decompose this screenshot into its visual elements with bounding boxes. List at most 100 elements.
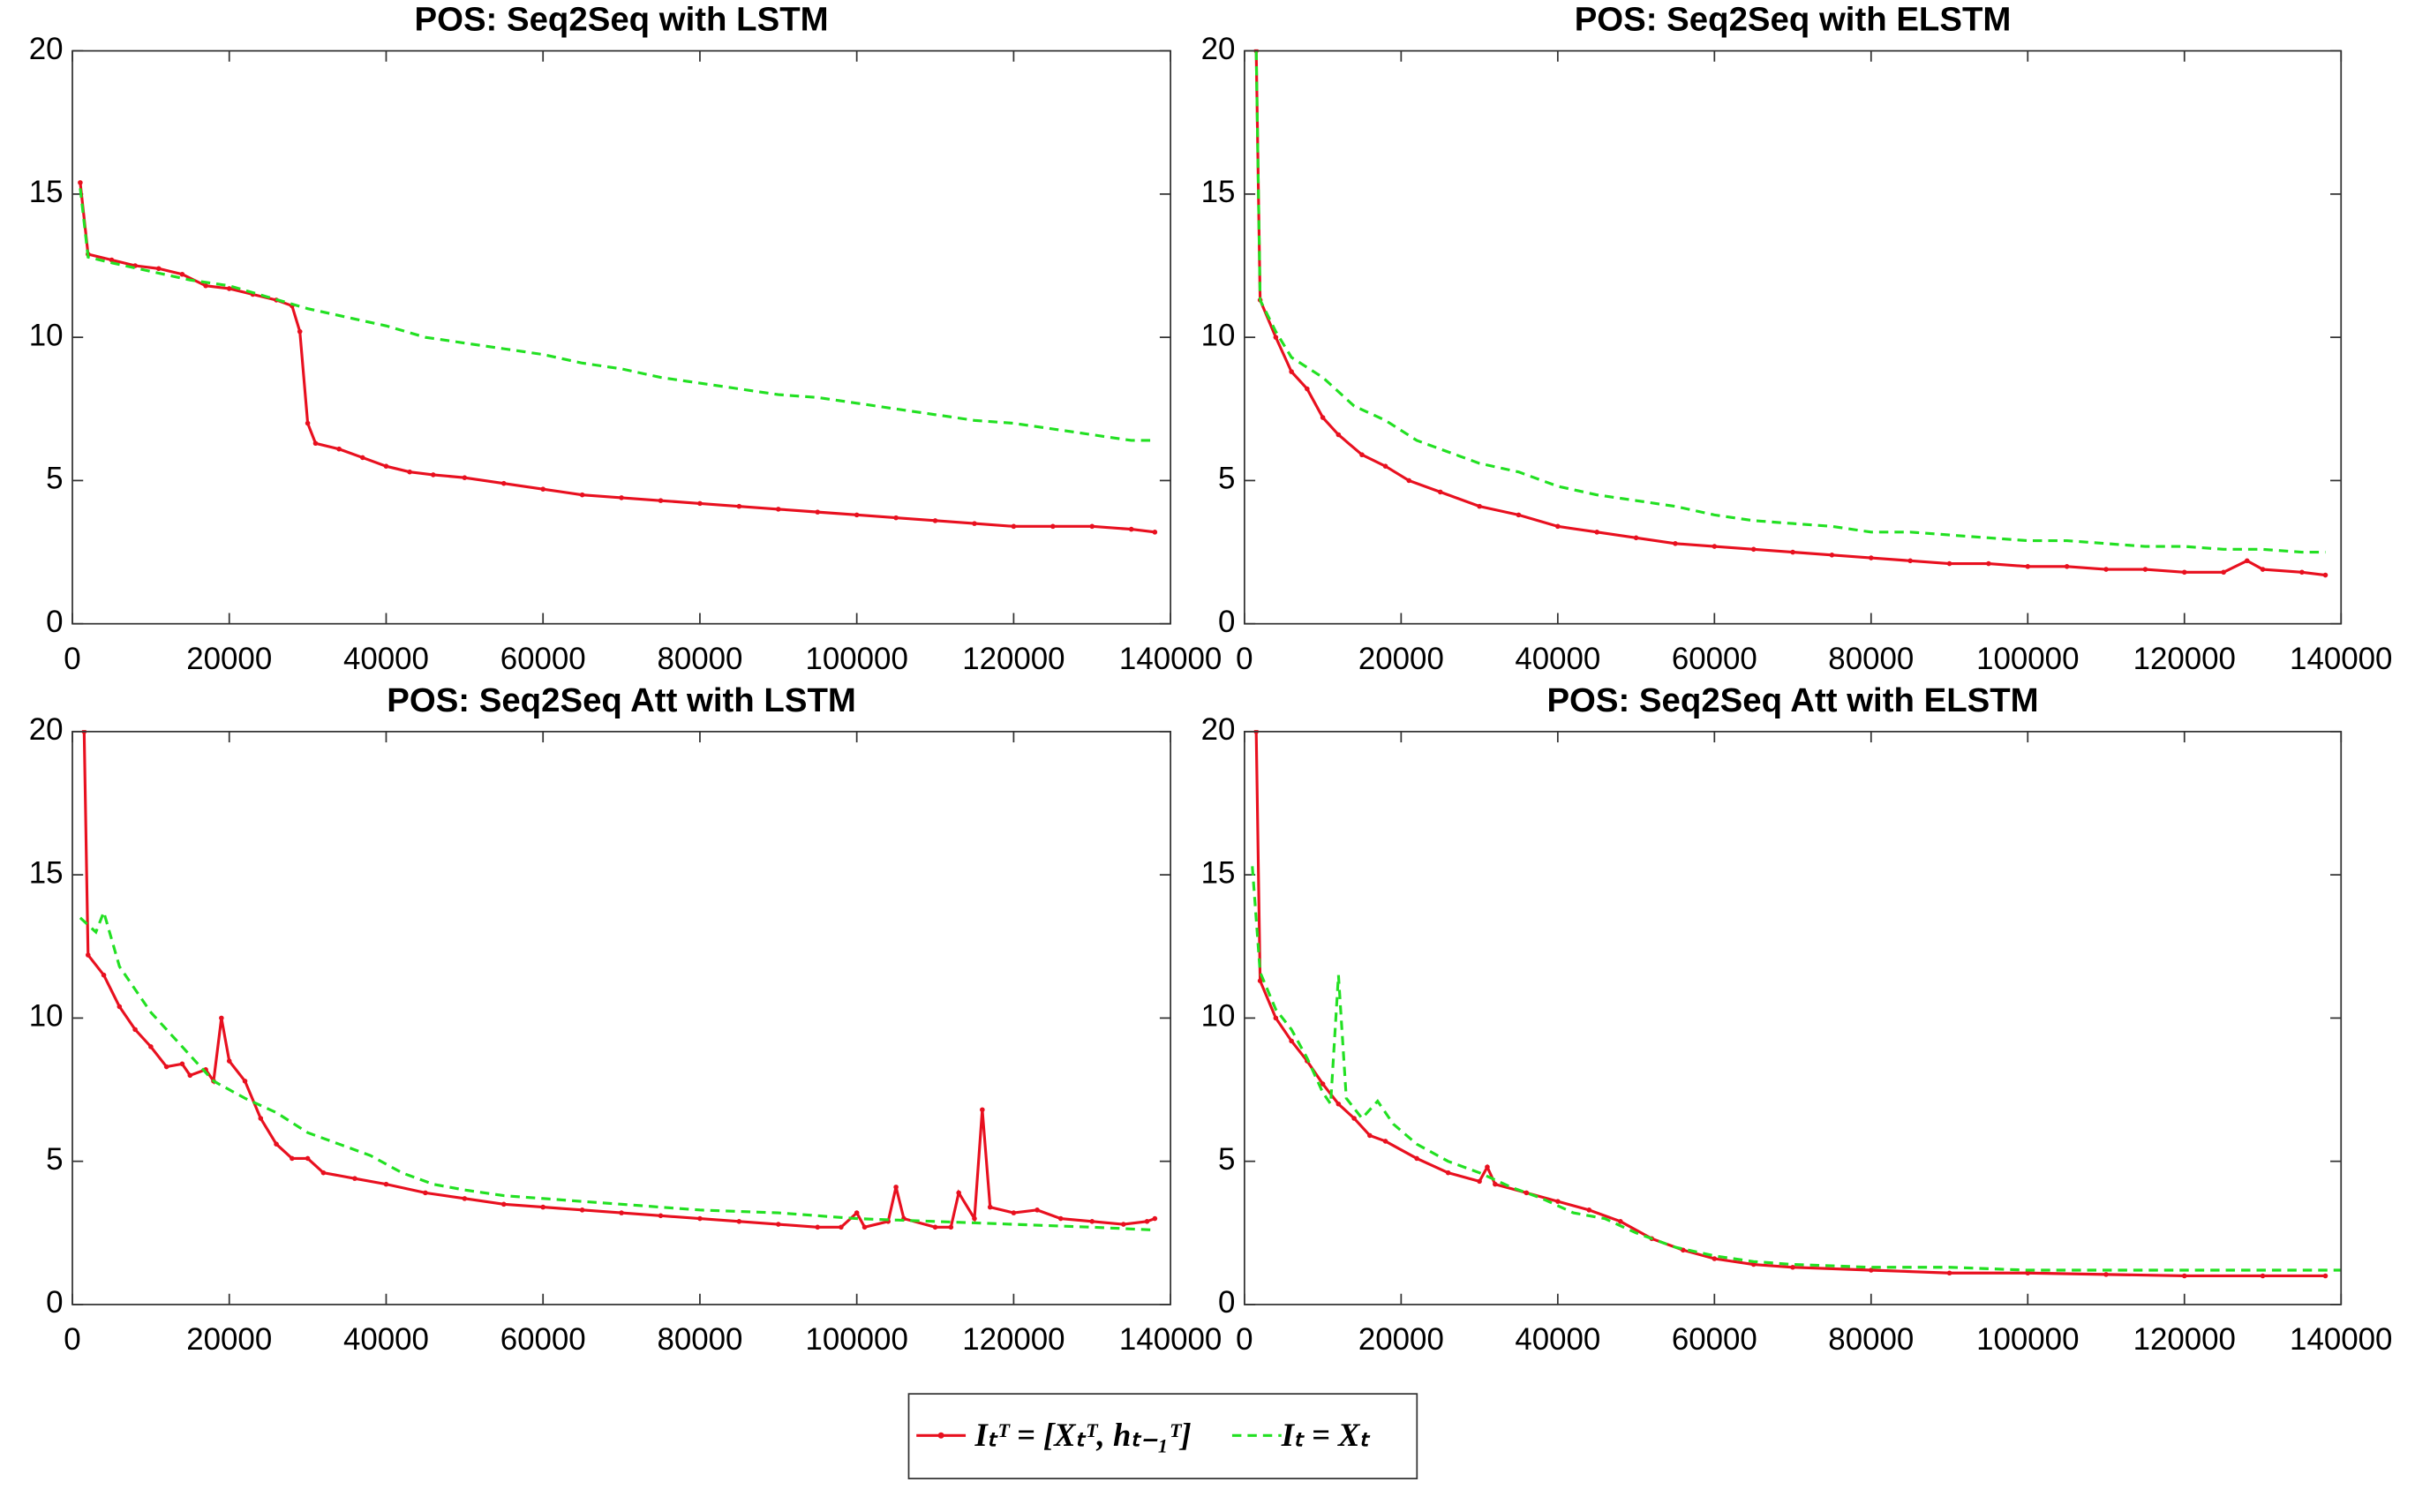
point: [697, 1215, 703, 1222]
point: [274, 1141, 279, 1147]
x-tick-label: 60000: [500, 642, 586, 676]
point: [360, 455, 365, 461]
y-tick-label: 10: [1201, 999, 1236, 1034]
point: [736, 1219, 742, 1224]
point: [305, 420, 311, 426]
point: [1477, 503, 1482, 509]
point: [242, 1079, 248, 1084]
point: [1128, 526, 1134, 532]
point: [423, 1190, 428, 1196]
series-line: [79, 182, 1155, 534]
x-tick-label: 40000: [343, 1322, 429, 1357]
axes-box: [1244, 730, 2343, 1305]
point: [155, 266, 162, 272]
point: [500, 1201, 507, 1207]
point: [1289, 369, 1294, 374]
point: [1050, 523, 1056, 530]
point: [540, 1204, 545, 1210]
point: [1493, 1181, 1498, 1187]
y-tick-label: 0: [1218, 605, 1235, 639]
point: [1986, 560, 1991, 567]
x-tick-label: 80000: [1828, 642, 1914, 676]
chart-title: POS: Seq2Seq with LSTM: [415, 1, 829, 39]
point: [352, 1176, 357, 1181]
x-tick-label: 120000: [2133, 642, 2236, 676]
point: [1712, 1256, 1718, 1261]
point: [1382, 1139, 1388, 1144]
x-tick-label: 40000: [1515, 1322, 1600, 1357]
point: [1712, 544, 1718, 549]
point: [1437, 489, 1443, 495]
point: [179, 271, 185, 277]
chart-title: POS: Seq2Seq Att with LSTM: [387, 681, 856, 719]
point: [1477, 1178, 1482, 1185]
y-tick-label: 10: [1201, 318, 1236, 352]
y-tick-label: 20: [29, 712, 64, 747]
series-line: [1254, 731, 2326, 1278]
x-tick-label: 20000: [186, 642, 272, 676]
y-tick-label: 10: [29, 999, 64, 1034]
point: [658, 498, 664, 503]
point: [1555, 1199, 1561, 1204]
series-line: [1254, 50, 2326, 577]
point: [1034, 1207, 1040, 1213]
x-tick-label: 80000: [657, 642, 742, 676]
legend-label: Iₜ = Xₜ: [1281, 1417, 1372, 1453]
legend-marker: [937, 1432, 944, 1439]
plot-area: [79, 730, 1158, 1232]
point: [893, 1185, 899, 1190]
point: [980, 1107, 985, 1113]
point: [1367, 1132, 1373, 1139]
point: [1946, 1270, 1952, 1276]
x-tick-label: 100000: [1976, 642, 2079, 676]
y-tick-label: 15: [29, 175, 64, 209]
point: [1555, 523, 1561, 530]
y-tick-label: 15: [1201, 855, 1236, 890]
x-tick-label: 60000: [500, 1322, 586, 1357]
series-line: [79, 188, 1155, 442]
y-tick-label: 10: [29, 318, 64, 352]
point: [1907, 558, 1913, 564]
point: [297, 328, 303, 335]
point: [2025, 563, 2031, 569]
point: [1089, 523, 1095, 530]
point: [1335, 432, 1342, 438]
point: [1594, 530, 1600, 535]
point: [462, 1196, 468, 1201]
x-tick-label: 80000: [1828, 1322, 1914, 1357]
point: [85, 952, 91, 958]
axes-box: [71, 49, 1171, 625]
point: [312, 440, 319, 447]
point: [854, 1210, 860, 1215]
point: [2299, 569, 2305, 575]
x-tick-label: 120000: [962, 1322, 1065, 1357]
y-tick-label: 15: [29, 855, 64, 890]
point: [101, 972, 107, 978]
point: [1516, 512, 1522, 518]
y-tick-label: 20: [1201, 712, 1236, 747]
series-line: [1251, 866, 2342, 1272]
point: [500, 480, 507, 486]
point: [1089, 1219, 1095, 1224]
point: [109, 257, 115, 263]
x-tick-label: 0: [1236, 1322, 1253, 1357]
x-tick-label: 20000: [1358, 1322, 1444, 1357]
point: [1673, 541, 1678, 546]
point: [956, 1190, 961, 1196]
x-tick-label: 140000: [2290, 1322, 2392, 1357]
x-tick-label: 0: [64, 642, 80, 676]
point: [579, 1207, 585, 1213]
point: [1523, 1190, 1530, 1196]
point: [1257, 978, 1263, 983]
point: [1359, 452, 1365, 458]
x-tick-label: 140000: [1119, 642, 1222, 676]
series-line: [79, 907, 1155, 1232]
point: [932, 518, 938, 523]
point: [132, 1027, 138, 1033]
point: [1057, 1215, 1064, 1222]
point: [320, 1170, 327, 1176]
x-tick-label: 40000: [343, 642, 429, 676]
plot-area: [1253, 49, 2328, 578]
